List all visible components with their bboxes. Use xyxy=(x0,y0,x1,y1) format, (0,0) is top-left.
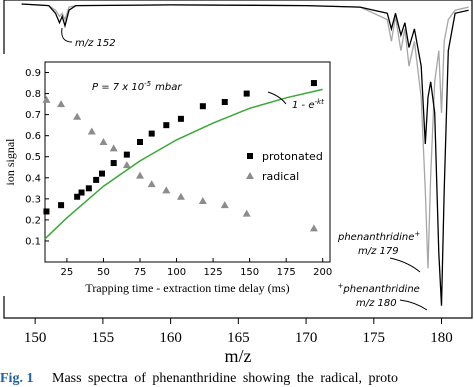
inset-background xyxy=(0,54,338,296)
square-point xyxy=(199,103,206,110)
triangle-point xyxy=(147,180,156,188)
square-point xyxy=(247,153,253,159)
x-axis-label: m/z xyxy=(225,346,252,366)
y-tick-label: 0.8 xyxy=(25,89,41,100)
square-point xyxy=(123,151,130,158)
square-point xyxy=(110,160,117,167)
x-tick-label: 75 xyxy=(134,267,147,278)
annotation: mbar xyxy=(155,82,182,93)
x-tick-label: 175 xyxy=(363,330,386,346)
x-tick-label: 170 xyxy=(295,330,318,346)
annotation: H+phenanthridine xyxy=(330,282,420,295)
legend-label: protonated xyxy=(262,150,323,163)
annotation: P = 7 x 10-5 mbar xyxy=(92,80,182,93)
triangle-point xyxy=(99,138,108,145)
x-tick-label: 175 xyxy=(277,267,296,278)
annotation: + xyxy=(338,282,344,290)
x-tick-label: 165 xyxy=(227,330,250,346)
square-point xyxy=(243,90,250,97)
x-tick-label: 100 xyxy=(167,267,186,278)
x-tick-label: 50 xyxy=(97,267,110,278)
annotation: 1 - e-kt xyxy=(292,98,324,111)
legend-label: radical xyxy=(262,170,299,183)
x-axis-label: Trapping time - extraction time delay (m… xyxy=(85,281,289,295)
annotation: phenanthridine+ xyxy=(337,230,420,243)
annotation: P = 7 x 10 xyxy=(92,82,144,93)
square-point xyxy=(78,189,85,196)
y-tick-label: 0.4 xyxy=(25,173,41,184)
caption-text: Mass spectra of phenanthridine showing t… xyxy=(52,371,398,386)
spectrum-line xyxy=(21,3,469,269)
y-tick-label: 0.1 xyxy=(25,236,41,247)
square-point xyxy=(43,208,50,215)
triangle-point xyxy=(198,196,207,204)
triangle-point xyxy=(109,144,118,152)
inset-annotations: P = 7 x 10-5 mbar 1 - e-kt xyxy=(92,80,324,111)
annotation: 1 - e xyxy=(292,100,314,111)
annotation: m/z 180 xyxy=(356,298,397,309)
square-point xyxy=(310,80,317,87)
y-tick-label: 0.7 xyxy=(25,110,41,121)
arrow xyxy=(61,27,73,43)
annotation: + xyxy=(414,230,420,238)
x-tick-label: 180 xyxy=(430,330,453,346)
triangle-point xyxy=(57,100,66,108)
annotation: -kt xyxy=(314,98,324,106)
triangle-point xyxy=(122,161,131,169)
x-tick-label: 155 xyxy=(92,330,115,346)
y-tick-label: 0.5 xyxy=(25,152,41,163)
square-point xyxy=(93,176,100,183)
inset-frame xyxy=(44,61,331,263)
y-axis-label: ion signal xyxy=(3,138,17,186)
triangle-point xyxy=(42,95,51,103)
caption-label: Fig. 1 xyxy=(0,371,33,386)
annotation: phenanthridine xyxy=(337,232,414,243)
triangle-point xyxy=(309,224,318,232)
square-point xyxy=(163,122,170,129)
square-point xyxy=(148,130,155,137)
fit-line xyxy=(44,88,323,240)
square-point xyxy=(137,139,143,145)
square-point xyxy=(58,202,65,209)
square-point xyxy=(99,170,105,177)
main-plot: 150 155 160 165 170 175 180 m/z xyxy=(3,0,473,366)
triangle-point xyxy=(220,201,229,209)
square-point xyxy=(177,115,184,122)
triangle-point xyxy=(242,209,251,217)
x-tick-label: 160 xyxy=(159,330,182,346)
square-point xyxy=(221,99,228,105)
x-tick-label: 150 xyxy=(24,330,47,346)
triangle-point xyxy=(246,172,254,179)
arrow xyxy=(399,299,428,311)
y-tick-label: 0.6 xyxy=(25,131,41,142)
y-tick-label: 0.9 xyxy=(25,68,41,79)
y-tick-label: 0.2 xyxy=(25,215,41,226)
x-tick-label: 125 xyxy=(204,267,223,278)
spectrum-line xyxy=(21,3,469,306)
triangle-point xyxy=(73,112,82,120)
square-point xyxy=(85,185,92,192)
x-tick-label: 200 xyxy=(313,267,332,278)
triangle-point xyxy=(176,192,185,200)
triangle-point xyxy=(136,171,144,179)
annotation: m/z 152 xyxy=(75,38,116,49)
y-tick-label: 0.3 xyxy=(25,194,41,205)
x-tick-label: 150 xyxy=(240,267,259,278)
square-point xyxy=(74,193,81,200)
annotation: phenanthridine xyxy=(342,284,419,295)
arrow xyxy=(389,257,421,273)
annotation: m/z 179 xyxy=(358,246,399,257)
triangle-point xyxy=(87,127,96,135)
inset-plot: 25 50 75 100 125 150 175 200 0.1 0.2 0.3 0.4 0.5 0.6 0… xyxy=(0,54,338,296)
x-tick-label: 25 xyxy=(61,267,74,278)
triangle-point xyxy=(162,186,171,194)
arrow xyxy=(267,91,287,105)
annotation: -5 xyxy=(144,80,152,88)
